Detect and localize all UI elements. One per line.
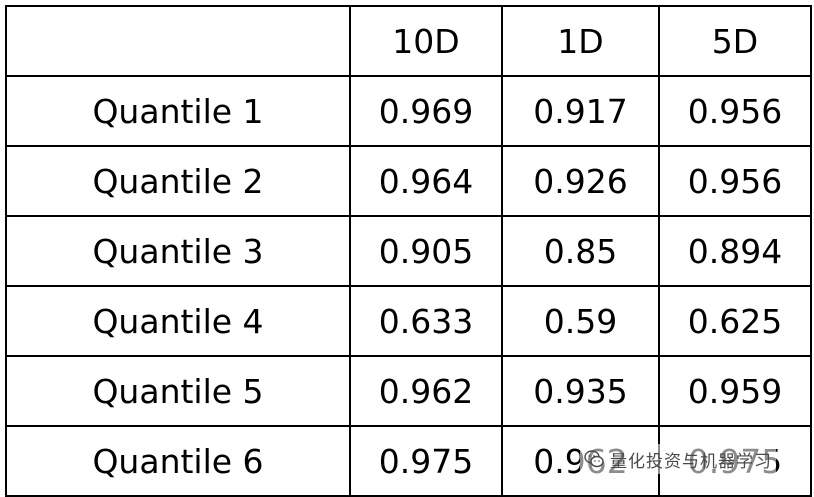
wechat-icon <box>584 449 604 469</box>
table-row: Quantile 1 0.969 0.917 0.956 <box>5 75 812 147</box>
cell-1d: 0.917 <box>501 75 660 147</box>
cell-1d: 0.926 <box>501 145 660 217</box>
row-label: Quantile 6 <box>5 425 351 497</box>
quantile-table: 10D 1D 5D Quantile 1 0.969 0.917 0.956 Q… <box>5 5 812 497</box>
cell-5d: 0.956 <box>658 75 812 147</box>
watermark: 量化投资与机器学习 <box>580 444 776 474</box>
cell-10d: 0.962 <box>349 355 503 427</box>
cell-10d: 0.905 <box>349 215 503 287</box>
table-row: Quantile 5 0.962 0.935 0.959 <box>5 355 812 427</box>
table-row: Quantile 2 0.964 0.926 0.956 <box>5 145 812 217</box>
cell-1d: 0.85 <box>501 215 660 287</box>
header-row: 10D 1D 5D <box>5 5 812 77</box>
cell-10d: 0.975 <box>349 425 503 497</box>
row-label: Quantile 1 <box>5 75 351 147</box>
cell-10d: 0.964 <box>349 145 503 217</box>
cell-1d: 0.935 <box>501 355 660 427</box>
table-row: Quantile 3 0.905 0.85 0.894 <box>5 215 812 287</box>
row-label: Quantile 2 <box>5 145 351 217</box>
cell-10d: 0.633 <box>349 285 503 357</box>
header-cell-5d: 5D <box>658 5 812 77</box>
row-label: Quantile 4 <box>5 285 351 357</box>
table-row: Quantile 4 0.633 0.59 0.625 <box>5 285 812 357</box>
row-label: Quantile 3 <box>5 215 351 287</box>
header-cell-empty <box>5 5 351 77</box>
header-cell-1d: 1D <box>501 5 660 77</box>
cell-5d: 0.894 <box>658 215 812 287</box>
cell-5d: 0.625 <box>658 285 812 357</box>
row-label: Quantile 5 <box>5 355 351 427</box>
header-cell-10d: 10D <box>349 5 503 77</box>
cell-10d: 0.969 <box>349 75 503 147</box>
watermark-text: 量化投资与机器学习 <box>610 451 772 472</box>
cell-1d: 0.59 <box>501 285 660 357</box>
cell-5d: 0.959 <box>658 355 812 427</box>
cell-5d: 0.956 <box>658 145 812 217</box>
